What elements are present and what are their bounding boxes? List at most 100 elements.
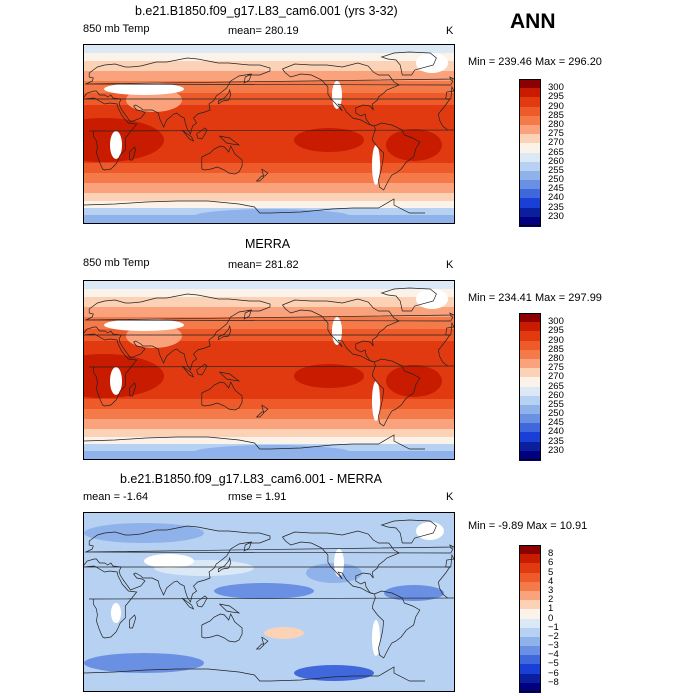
masked-high-terrain bbox=[110, 367, 122, 395]
panel-title: b.e21.B1850.f09_g17.L83_cam6.001 - MERRA bbox=[120, 472, 382, 486]
coastline bbox=[269, 434, 425, 450]
field-patch bbox=[84, 653, 204, 673]
map-canvas bbox=[84, 45, 454, 223]
panel-title: MERRA bbox=[245, 237, 291, 251]
colorbar-frame bbox=[519, 79, 541, 226]
colorbar-tick-label: 4 bbox=[548, 575, 554, 587]
coastline bbox=[371, 590, 421, 659]
temperature-band bbox=[84, 45, 454, 53]
temperature-band bbox=[84, 399, 454, 409]
coastline bbox=[181, 365, 195, 378]
colorbar-swatch bbox=[519, 600, 541, 610]
difference-map bbox=[83, 512, 455, 692]
coastline bbox=[84, 436, 270, 450]
field-patch bbox=[84, 118, 164, 162]
coastline bbox=[217, 324, 232, 341]
colorbar-tick-label: 250 bbox=[548, 408, 564, 420]
panel-title: b.e21.B1850.f09_g17.L83_cam6.001 (yrs 3-… bbox=[135, 4, 398, 18]
temperature-band bbox=[84, 297, 454, 307]
colorbar-tick-label: 290 bbox=[548, 334, 564, 346]
coastline bbox=[380, 287, 437, 312]
colorbar-swatch bbox=[519, 682, 541, 693]
colorbar-tick-label: 2 bbox=[548, 594, 554, 606]
temperature-band bbox=[84, 429, 454, 437]
temperature-band bbox=[84, 71, 454, 81]
colorbar-tick-label: 235 bbox=[548, 201, 564, 213]
masked-high-terrain bbox=[334, 549, 344, 577]
temperature-band bbox=[84, 193, 454, 201]
field-patch bbox=[386, 365, 442, 397]
coastline bbox=[84, 57, 271, 135]
temperature-band bbox=[84, 409, 454, 419]
coastline bbox=[217, 88, 232, 105]
temperature-band bbox=[84, 53, 454, 61]
coastline bbox=[219, 135, 241, 146]
colorbar-swatch bbox=[519, 313, 541, 323]
colorbar-swatch bbox=[519, 322, 541, 332]
colorbar-tick-label: 295 bbox=[548, 325, 564, 337]
coastline bbox=[445, 321, 454, 336]
colorbar-tick-label: 245 bbox=[548, 183, 564, 195]
field-patch bbox=[192, 209, 352, 223]
colorbar-swatch bbox=[519, 170, 541, 181]
coastline bbox=[181, 597, 195, 610]
field-patch bbox=[192, 445, 352, 459]
temperature-band bbox=[84, 419, 454, 429]
field-patch bbox=[84, 354, 164, 398]
colorbar-tick-label: 240 bbox=[548, 192, 564, 204]
temperature-band bbox=[84, 163, 454, 173]
coastline bbox=[282, 62, 400, 127]
colorbar-tick-label: −5 bbox=[548, 658, 559, 670]
panel-left-label: mean = -1.64 bbox=[83, 491, 149, 503]
field-patch bbox=[384, 585, 444, 601]
colorbar-tick-label: 255 bbox=[548, 398, 564, 410]
field-patch bbox=[264, 627, 304, 639]
colorbar-swatch bbox=[519, 79, 541, 89]
panel-center-label: rmse = 1.91 bbox=[228, 491, 287, 503]
colorbar-swatch bbox=[519, 124, 541, 135]
colorbar-tick-label: 280 bbox=[548, 352, 564, 364]
masked-high-terrain bbox=[416, 53, 448, 73]
masked-high-terrain bbox=[144, 554, 194, 568]
colorbar-swatch bbox=[519, 673, 541, 684]
panel-center-label: mean= 280.19 bbox=[228, 25, 299, 37]
panel-minmax: Min = 234.41 Max = 297.99 bbox=[468, 292, 602, 304]
temperature-band bbox=[84, 307, 454, 317]
colorbar-tick-label: 5 bbox=[548, 566, 554, 578]
colorbar-swatch bbox=[519, 563, 541, 574]
coastline bbox=[380, 51, 437, 76]
colorbar-swatch bbox=[519, 609, 541, 620]
colorbar-tick-label: 275 bbox=[548, 128, 564, 140]
map-canvas bbox=[84, 513, 454, 691]
coastline bbox=[255, 636, 269, 650]
colorbar-frame bbox=[519, 545, 541, 692]
colorbar-tick-label: 0 bbox=[548, 612, 554, 624]
colorbar-swatch bbox=[519, 134, 541, 144]
coastline bbox=[84, 668, 270, 682]
coastline bbox=[217, 556, 232, 573]
colorbar-swatch bbox=[519, 450, 541, 461]
coastline bbox=[269, 198, 425, 214]
colorbar-tick-label: 300 bbox=[548, 82, 564, 94]
temperature-band bbox=[84, 289, 454, 297]
panel-center-label: mean= 281.82 bbox=[228, 259, 299, 271]
masked-high-terrain bbox=[416, 289, 448, 309]
colorbar-tick-label: 230 bbox=[548, 210, 564, 222]
coastline bbox=[201, 381, 243, 411]
coastline bbox=[129, 382, 137, 397]
colorbar-tick-label: 300 bbox=[548, 316, 564, 328]
temperature-band bbox=[84, 61, 454, 71]
coastline bbox=[201, 613, 243, 643]
colorbar-tick-label: −2 bbox=[548, 630, 559, 642]
colorbar-swatch bbox=[519, 358, 541, 369]
temperature-map-model bbox=[83, 44, 455, 224]
colorbar-swatch bbox=[519, 349, 541, 360]
masked-high-terrain bbox=[104, 319, 184, 331]
colorbar-tick-label: 285 bbox=[548, 109, 564, 121]
coastline bbox=[255, 404, 269, 418]
colorbar-tick-label: 280 bbox=[548, 118, 564, 130]
temperature-band bbox=[84, 183, 454, 193]
coastline bbox=[84, 333, 454, 407]
masked-high-terrain bbox=[104, 83, 184, 95]
